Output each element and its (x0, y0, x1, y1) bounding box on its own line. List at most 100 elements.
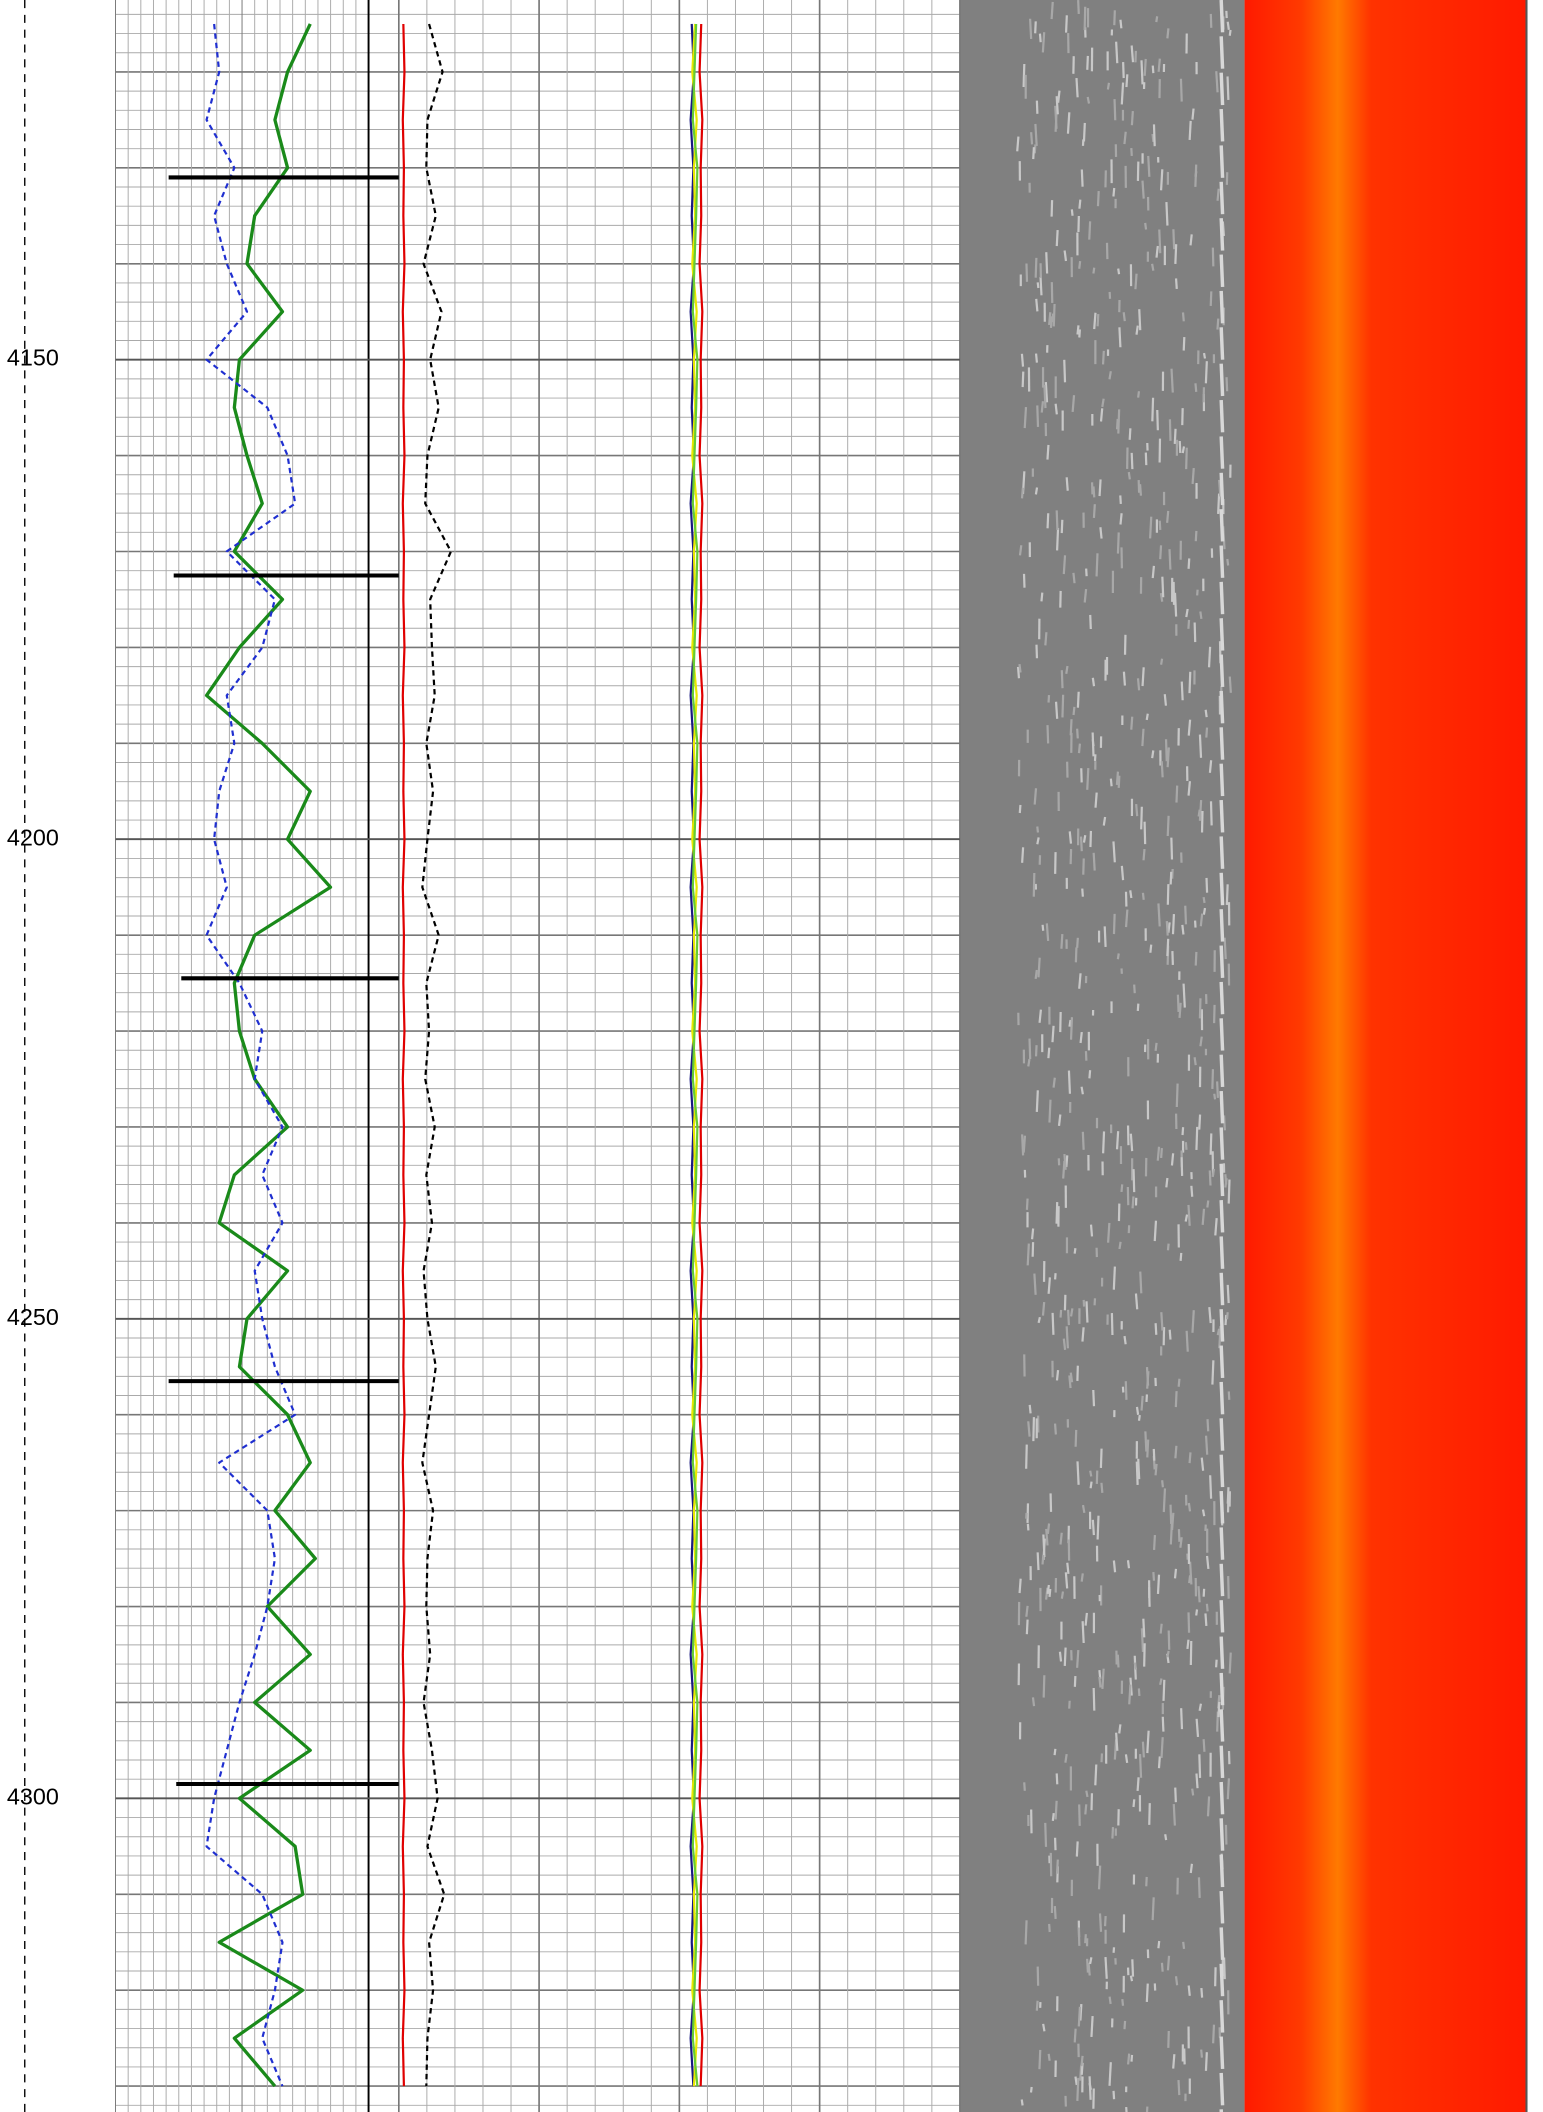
image-texture (1199, 913, 1204, 927)
image-texture (1081, 1131, 1085, 1150)
image-texture (1057, 90, 1061, 103)
image-texture (1162, 1488, 1167, 1513)
image-texture (1021, 847, 1025, 863)
image-texture (1040, 592, 1044, 602)
image-texture (1069, 1308, 1074, 1317)
image-texture (1226, 21, 1230, 30)
image-texture (1138, 309, 1142, 331)
image-texture (1191, 1788, 1195, 1796)
image-texture (1219, 1018, 1225, 1051)
image-texture (1036, 1552, 1040, 1571)
image-texture (1173, 1568, 1178, 1579)
image-texture (1112, 187, 1116, 197)
image-texture (1054, 1800, 1058, 1820)
image-texture (1090, 2016, 1094, 2038)
image-texture (1146, 1371, 1150, 1389)
image-texture (1219, 1672, 1225, 1706)
image-texture (1074, 2076, 1078, 2086)
image-texture (1033, 1273, 1037, 1295)
log-curve (401, 23, 406, 2087)
image-texture (1211, 1360, 1215, 1385)
image-texture (1119, 19, 1123, 29)
image-texture (1068, 831, 1073, 844)
image-texture (1219, 290, 1225, 324)
image-texture (1092, 486, 1096, 498)
image-texture (1227, 1179, 1231, 1204)
image-track-heat (1244, 0, 1527, 2112)
image-texture (1034, 21, 1037, 34)
image-texture (1115, 1732, 1119, 1751)
image-texture (1156, 409, 1159, 431)
image-texture (1174, 1787, 1177, 1803)
image-texture (1184, 1142, 1188, 1150)
image-texture (1208, 760, 1213, 773)
image-texture (1134, 1293, 1139, 1310)
image-texture (1198, 1703, 1203, 1711)
image-texture (1116, 953, 1120, 960)
image-texture (1170, 1153, 1175, 1166)
image-texture (1128, 1684, 1132, 1705)
image-texture (1036, 837, 1040, 845)
image-texture (1123, 1335, 1127, 1345)
image-texture (1053, 1423, 1057, 1435)
image-texture (1138, 1754, 1143, 1778)
image-texture (1204, 709, 1208, 718)
image-texture (1161, 576, 1165, 598)
image-texture (1069, 1017, 1074, 1040)
image-texture (1055, 96, 1059, 115)
image-texture (1137, 1458, 1141, 1480)
image-texture (1206, 1796, 1211, 1817)
image-texture (1181, 924, 1185, 935)
image-texture (1080, 1086, 1084, 1095)
image-texture (1181, 1127, 1185, 1136)
image-texture (1055, 230, 1059, 247)
image-texture (1171, 914, 1176, 935)
image-texture (1199, 611, 1203, 620)
image-texture (1044, 632, 1048, 646)
image-texture (1191, 108, 1195, 120)
image-texture (1219, 472, 1225, 506)
image-texture (1205, 727, 1209, 738)
image-texture (1219, 327, 1225, 360)
image-texture (1170, 837, 1174, 860)
image-texture (1016, 666, 1021, 679)
image-texture (1226, 76, 1230, 100)
image-texture (1102, 1131, 1106, 1154)
image-texture (1079, 1031, 1083, 1044)
image-texture (1209, 1133, 1213, 1155)
image-texture (1045, 252, 1049, 274)
image-texture (1173, 428, 1177, 445)
image-texture (1219, 1563, 1225, 1597)
image-texture (1201, 1208, 1206, 1225)
image-track-gray (959, 0, 1245, 2112)
image-texture (1073, 1675, 1077, 1687)
image-texture (1174, 244, 1178, 264)
image-texture (1157, 58, 1161, 72)
image-texture (1108, 2062, 1112, 2086)
image-texture (1099, 1448, 1103, 1468)
image-texture (1151, 133, 1155, 143)
image-texture (1168, 549, 1172, 570)
image-texture (1182, 336, 1186, 351)
image-texture (1035, 2000, 1039, 2011)
image-texture (1177, 1378, 1181, 1387)
image-texture (1225, 884, 1229, 905)
image-texture (1130, 45, 1135, 63)
image-texture (1219, 1054, 1225, 1088)
image-texture (1055, 1202, 1059, 1224)
image-texture (1025, 1444, 1028, 1469)
image-texture (1195, 1126, 1199, 1151)
image-texture (1159, 1623, 1163, 1634)
image-texture (1118, 327, 1122, 348)
image-texture (1081, 888, 1084, 897)
image-texture (1175, 785, 1179, 803)
image-texture (1065, 477, 1069, 491)
image-texture (1176, 994, 1180, 1012)
image-texture (1076, 1649, 1080, 1668)
image-texture (1165, 201, 1169, 226)
image-texture (1159, 1678, 1163, 1686)
image-texture (1194, 383, 1198, 392)
image-texture (1218, 1325, 1222, 1349)
image-texture (1130, 452, 1134, 470)
image-texture (1052, 1077, 1056, 1088)
